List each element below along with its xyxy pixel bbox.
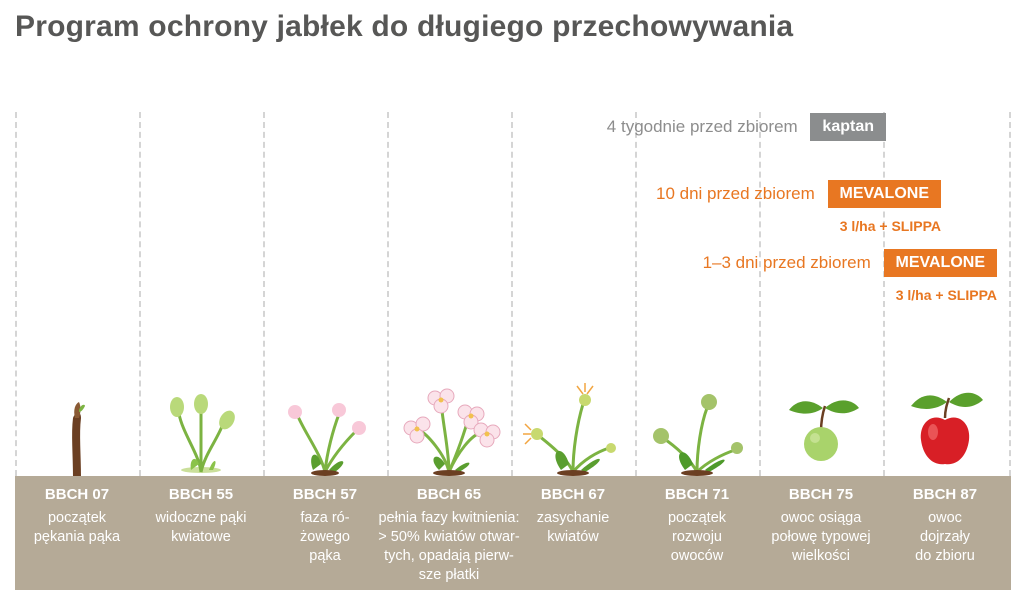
column-divider (1009, 112, 1011, 476)
stage-code: BBCH 67 (540, 486, 606, 503)
column-divider (387, 112, 389, 476)
column-divider (511, 112, 513, 476)
pink-buds-icon (263, 374, 387, 478)
stage-description: owoc dojrzały do zbioru (915, 510, 975, 564)
stage-bbch-65: BBCH 65 pełnia fazy kwitnienia: > 50% kw… (375, 476, 523, 585)
stage-bbch-75: BBCH 75 owoc osiąga połowę typowej wielk… (759, 476, 883, 566)
stage-description: początek rozwoju owoców (667, 510, 727, 564)
stage-description: początek pękania pąka (33, 510, 121, 545)
stage-bbch-67: BBCH 67 zasychanie kwiatów (511, 476, 635, 547)
stage-bbch-71: BBCH 71 początek rozwoju owoców (635, 476, 759, 566)
stage-code: BBCH 71 (664, 486, 730, 503)
stage-bbch-87: BBCH 87 owoc dojrzały do zbioru (883, 476, 1007, 566)
green-apple-icon (759, 374, 883, 478)
green-flower-buds-icon (139, 374, 263, 478)
stage-code: BBCH 57 (292, 486, 358, 503)
stage-code: BBCH 75 (788, 486, 854, 503)
treatment-timing: 4 tygodnie przed zbiorem (606, 117, 798, 136)
growth-stage-bar (15, 476, 1011, 590)
treatment-timing: 10 dni przed zbiorem (656, 184, 815, 203)
red-apple-icon (883, 374, 1007, 478)
stage-description: pełnia fazy kwitnienia: > 50% kwiatów ot… (378, 510, 520, 583)
stage-description: zasychanie kwiatów (536, 510, 610, 545)
stage-code: BBCH 65 (416, 486, 482, 503)
column-divider (759, 112, 761, 476)
treatment-dose: 3 l/ha + SLIPPA (895, 287, 997, 303)
column-divider (635, 112, 637, 476)
treatment-mevalone-1-3d: 1–3 dni przed zbiorem MEVALONE 3 l/ha + … (702, 249, 997, 303)
stage-code: BBCH 55 (168, 486, 234, 503)
product-badge: MEVALONE (883, 249, 997, 277)
treatment-mevalone-10d: 10 dni przed zbiorem MEVALONE 3 l/ha + S… (656, 180, 941, 234)
product-badge: kaptan (810, 113, 886, 141)
fruit-set-icon (635, 374, 759, 478)
wilting-flowers-icon (511, 374, 635, 478)
page-title: Program ochrony jabłek do długiego przec… (15, 10, 794, 43)
treatment-dose: 3 l/ha + SLIPPA (839, 218, 941, 234)
stage-bbch-07: BBCH 07 początek pękania pąka (15, 476, 139, 547)
stage-bbch-55: BBCH 55 widoczne pąki kwiatowe (139, 476, 263, 547)
treatment-timing: 1–3 dni przed zbiorem (702, 253, 871, 272)
stage-bbch-57: BBCH 57 faza ró- żowego pąka (263, 476, 387, 566)
full-bloom-icon (387, 374, 511, 478)
column-divider (139, 112, 141, 476)
product-badge: MEVALONE (827, 180, 941, 208)
stage-description: widoczne pąki kwiatowe (155, 510, 247, 545)
treatment-kaptan: 4 tygodnie przed zbiorem kaptan (607, 113, 886, 141)
column-divider (15, 112, 17, 476)
stage-description: faza ró- żowego pąka (300, 510, 350, 564)
stage-description: owoc osiąga połowę typowej wielkości (771, 510, 871, 564)
bud-burst-icon (15, 374, 139, 478)
stage-code: BBCH 87 (912, 486, 978, 503)
column-divider (263, 112, 265, 476)
stage-code: BBCH 07 (44, 486, 110, 503)
column-divider (883, 112, 885, 476)
